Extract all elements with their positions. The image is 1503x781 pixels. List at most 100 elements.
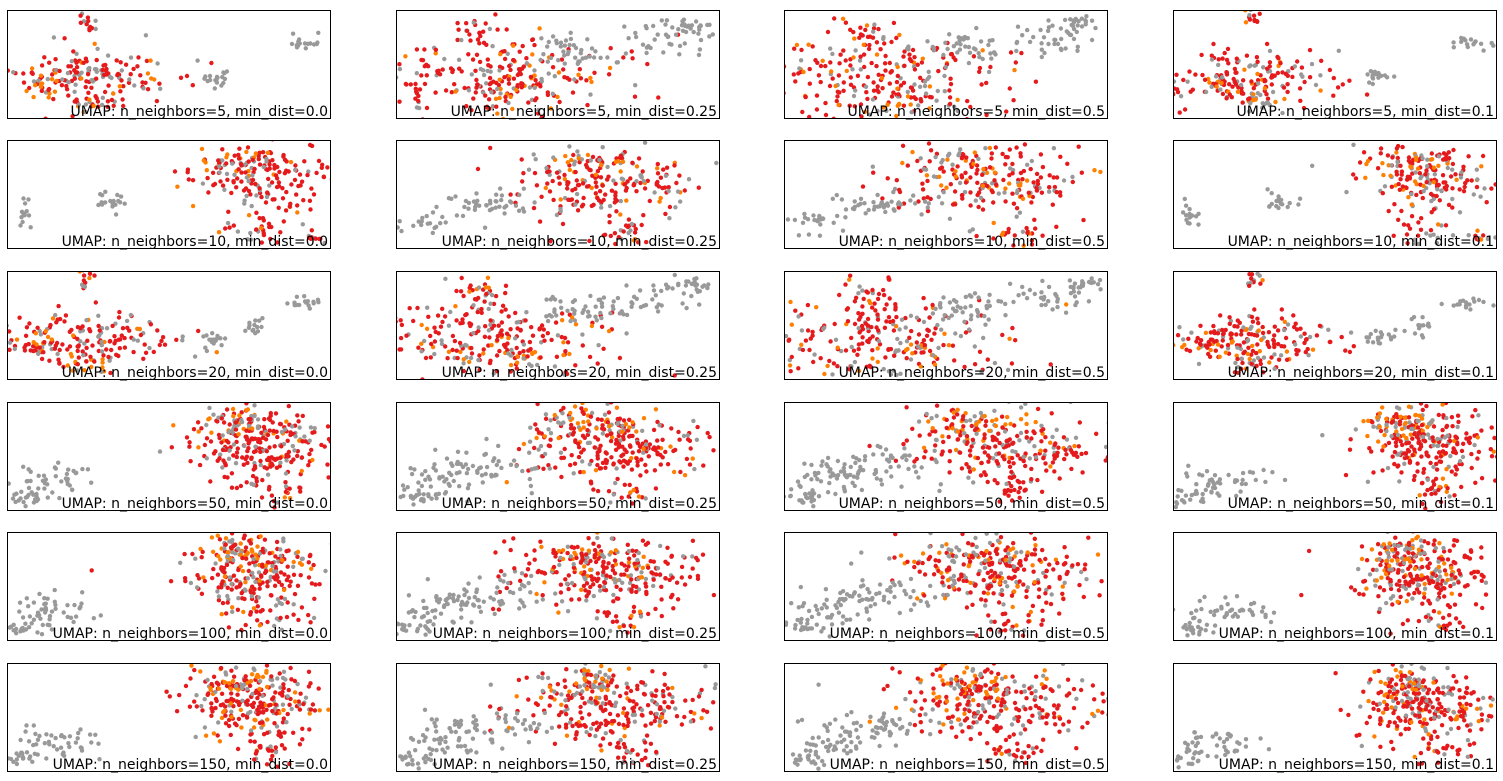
- scatter-point: [308, 207, 313, 212]
- scatter-point: [838, 52, 843, 57]
- panel-title: UMAP: n_neighbors=10, min_dist=0.0: [62, 234, 328, 250]
- scatter-point: [1075, 44, 1081, 49]
- scatter-point: [588, 293, 593, 299]
- scatter-point: [1009, 361, 1015, 366]
- scatter-point: [922, 79, 928, 84]
- scatter-point: [811, 497, 817, 503]
- scatter-point: [663, 449, 668, 455]
- scatter-point: [872, 204, 877, 209]
- scatter-point: [510, 106, 515, 112]
- scatter-point: [274, 465, 280, 470]
- scatter-point: [963, 411, 968, 416]
- scatter-point: [495, 86, 500, 92]
- scatter-point: [435, 313, 441, 318]
- scatter-point: [1282, 319, 1288, 324]
- scatter-point: [933, 154, 938, 160]
- scatter-point: [446, 349, 452, 354]
- scatter-point: [580, 343, 585, 348]
- scatter-point: [475, 82, 480, 87]
- scatter-point: [548, 55, 554, 61]
- scatter-point: [1424, 231, 1429, 236]
- scatter-point: [797, 66, 802, 71]
- scatter-point: [1011, 299, 1016, 305]
- scatter-point: [616, 235, 621, 240]
- scatter-point: [337, 442, 341, 446]
- scatter-point: [585, 102, 590, 108]
- scatter-point: [951, 415, 957, 420]
- scatter-point: [251, 482, 256, 487]
- scatter-point: [96, 202, 101, 208]
- scatter-point: [825, 363, 830, 369]
- scatter-point: [496, 323, 501, 328]
- scatter-point: [1426, 321, 1431, 326]
- scatter-point: [1006, 226, 1011, 232]
- scatter-point: [580, 181, 586, 186]
- scatter-point: [830, 196, 835, 201]
- scatter-point: [466, 206, 471, 211]
- scatter-point: [680, 28, 686, 33]
- scatter-point: [1451, 303, 1456, 308]
- scatter-point: [293, 434, 298, 439]
- scatter-point: [499, 197, 504, 203]
- scatter-point: [1068, 447, 1074, 453]
- scatter-point: [958, 147, 963, 152]
- scatter-point: [473, 90, 478, 95]
- scatter-point: [61, 364, 66, 370]
- scatter-point: [900, 160, 905, 166]
- scatter-point: [537, 26, 542, 31]
- scatter-point: [697, 47, 703, 52]
- scatter-point: [875, 88, 880, 93]
- scatter-point: [929, 456, 934, 461]
- scatter-point: [982, 432, 987, 437]
- scatter-point: [426, 492, 431, 497]
- scatter-point: [43, 329, 48, 334]
- scatter-point: [127, 77, 132, 82]
- scatter-point: [714, 160, 719, 166]
- scatter-point: [532, 200, 537, 205]
- panel-title: UMAP: n_neighbors=5, min_dist=0.5: [847, 104, 1105, 120]
- scatter-point: [1266, 330, 1272, 335]
- scatter-point: [306, 169, 311, 174]
- scatter-point: [461, 357, 466, 362]
- scatter-point: [1223, 327, 1228, 333]
- scatter-point: [963, 170, 968, 175]
- scatter-point: [248, 416, 253, 422]
- scatter-point: [1224, 96, 1229, 101]
- scatter-point: [838, 469, 844, 474]
- scatter-point: [1480, 153, 1486, 159]
- scatter-point: [955, 97, 960, 103]
- scatter-point: [1263, 78, 1268, 84]
- scatter-point: [377, 336, 381, 340]
- scatter-point: [1248, 100, 1253, 106]
- scatter-point: [104, 326, 110, 331]
- scatter-point: [913, 201, 918, 206]
- scatter-point: [1064, 302, 1069, 307]
- scatter-point: [1450, 233, 1456, 238]
- scatter-point: [264, 194, 270, 200]
- scatter-point: [101, 353, 106, 358]
- scatter-point: [1282, 327, 1287, 333]
- scatter-point: [1478, 237, 1484, 242]
- scatter-point: [232, 153, 237, 158]
- scatter-point: [82, 368, 87, 373]
- scatter-point: [1183, 213, 1189, 218]
- scatter-point: [474, 191, 479, 196]
- scatter-point: [505, 341, 510, 346]
- scatter-point: [631, 487, 636, 493]
- scatter-point: [858, 25, 863, 30]
- scatter-point: [911, 193, 916, 198]
- scatter-point: [1469, 465, 1474, 471]
- scatter-point: [1029, 238, 1035, 243]
- scatter-point: [2, 322, 6, 326]
- scatter-point: [961, 424, 966, 429]
- scatter-point: [926, 201, 931, 206]
- scatter-point: [1038, 152, 1044, 157]
- scatter-point: [545, 59, 550, 64]
- scatter-point: [886, 347, 891, 352]
- scatter-point: [633, 226, 638, 232]
- scatter-point: [482, 225, 488, 230]
- scatter-point: [637, 288, 643, 293]
- scatter-point: [232, 172, 237, 177]
- scatter-point: [545, 331, 550, 336]
- scatter-point: [797, 483, 802, 488]
